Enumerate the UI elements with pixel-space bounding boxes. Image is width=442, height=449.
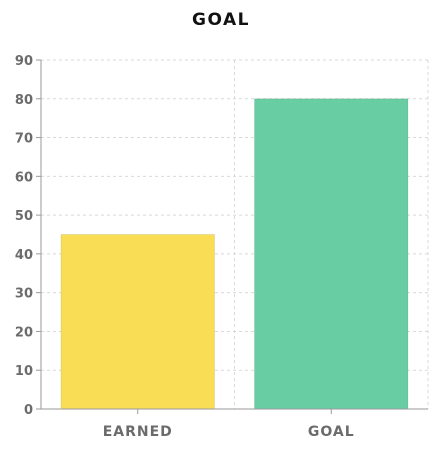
x-tick-label: EARNED xyxy=(103,424,173,440)
bar-goal xyxy=(254,98,409,410)
bar-earned xyxy=(60,234,215,410)
y-tick-label: 80 xyxy=(15,93,33,108)
x-tick-label: GOAL xyxy=(308,424,355,440)
y-tick-label: 90 xyxy=(15,54,33,69)
y-tick-label: 60 xyxy=(15,170,33,185)
y-tick-label: 10 xyxy=(15,364,33,379)
y-tick-label: 40 xyxy=(15,248,33,263)
chart-title: GOAL xyxy=(192,10,250,30)
y-tick-label: 20 xyxy=(15,325,33,340)
y-tick-label: 0 xyxy=(24,403,33,418)
y-tick-label: 70 xyxy=(15,132,33,147)
y-tick-label: 30 xyxy=(15,287,33,302)
y-tick-label: 50 xyxy=(15,209,33,224)
